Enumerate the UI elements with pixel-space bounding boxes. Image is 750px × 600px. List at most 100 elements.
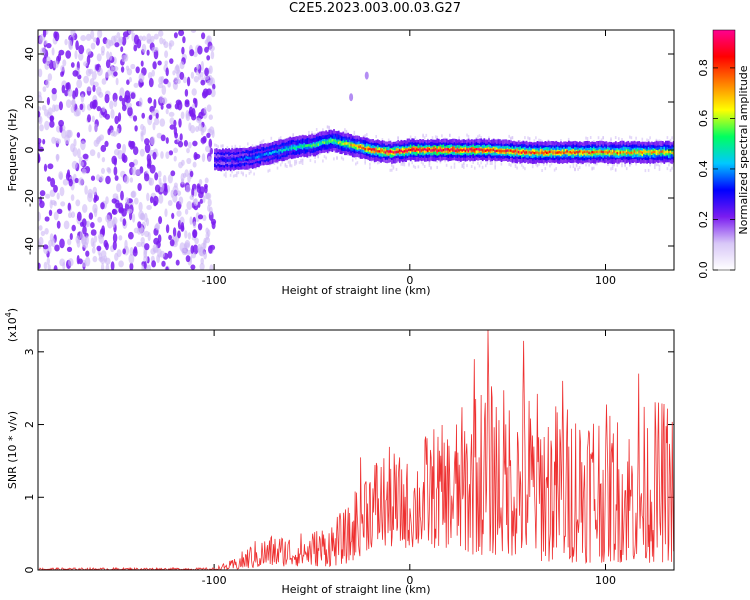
heatmap-noise-cell xyxy=(96,174,101,181)
heatmap-signal-cell xyxy=(247,156,249,159)
heatmap-signal-cell xyxy=(561,151,564,154)
heatmap-noise-cell xyxy=(101,157,106,163)
heatmap-signal-cell xyxy=(278,149,281,155)
heatmap-noise-cell xyxy=(38,115,43,125)
heatmap-signal-cell xyxy=(387,150,390,156)
heatmap-noise-cell xyxy=(210,50,215,60)
heatmap-halo-cell xyxy=(467,134,470,138)
heatmap-noise-cell xyxy=(75,235,81,244)
heatmap-noise-cell xyxy=(158,182,165,193)
heatmap-noise-cell xyxy=(134,125,138,132)
heatmap-noise-cell xyxy=(74,87,79,98)
heatmap-noise-cell xyxy=(146,217,149,227)
heatmap-signal-cell xyxy=(600,150,603,153)
heatmap-signal-cell xyxy=(500,150,503,153)
heatmap-noise-cell xyxy=(200,79,206,86)
heatmap-noise-cell xyxy=(114,175,119,181)
heatmap-halo-cell xyxy=(281,160,283,164)
heatmap-halo-cell xyxy=(614,136,617,139)
heatmap-signal-cell xyxy=(453,149,456,152)
heatmap-halo-cell xyxy=(226,146,229,150)
heatmap-signal-cell xyxy=(541,151,544,154)
heatmap-signal-cell xyxy=(455,149,457,152)
heatmap-signal-cell xyxy=(475,148,478,151)
heatmap-signal-cell xyxy=(355,144,357,150)
heatmap-halo-cell xyxy=(308,154,310,158)
heatmap-noise-cell xyxy=(102,106,106,113)
heatmap-halo-cell xyxy=(567,137,570,141)
heatmap-halo-cell xyxy=(409,135,412,139)
heatmap-noise-cell xyxy=(67,202,72,211)
heatmap-halo-cell xyxy=(289,160,291,164)
heatmap-halo-cell xyxy=(477,135,479,139)
heatmap-noise-cell xyxy=(167,250,173,259)
heatmap-halo-cell xyxy=(500,162,503,166)
heatmap-halo-cell xyxy=(240,171,243,175)
heatmap-noise-cell xyxy=(141,35,147,42)
heatmap-noise-cell xyxy=(58,49,65,56)
heatmap-signal-cell xyxy=(366,147,368,150)
heatmap-halo-cell xyxy=(461,165,464,168)
heatmap-halo-cell xyxy=(588,163,590,167)
heatmap-signal-cell xyxy=(494,150,497,153)
heatmap-signal-cell xyxy=(384,148,387,154)
heatmap-halo-cell xyxy=(239,145,241,149)
heatmap-halo-cell xyxy=(472,160,474,164)
heatmap-halo-cell xyxy=(400,162,402,166)
heatmap-noise-cell xyxy=(64,38,68,46)
heatmap-noise-cell xyxy=(48,209,53,216)
heatmap-noise-cell xyxy=(54,31,60,42)
heatmap-signal-cell xyxy=(386,150,389,156)
heatmap-signal-cell xyxy=(232,157,235,161)
heatmap-noise-cell xyxy=(172,227,177,237)
heatmap-halo-cell xyxy=(366,133,368,137)
heatmap-noise-cell xyxy=(128,77,132,83)
heatmap-noise-cell xyxy=(154,117,160,126)
heatmap-signal-cell xyxy=(431,149,434,152)
heatmap-noise-cell xyxy=(76,79,83,89)
heatmap-noise-cell xyxy=(87,114,91,123)
heatmap-signal-cell xyxy=(314,144,317,147)
heatmap-noise-cell xyxy=(182,76,187,84)
heatmap-halo-cell xyxy=(660,161,662,165)
heatmap-halo-cell xyxy=(375,135,377,138)
heatmap-noise-cell xyxy=(129,247,134,256)
heatmap-signal-cell xyxy=(234,158,237,162)
heatmap-noise-cell xyxy=(141,112,145,119)
heatmap-noise-cell xyxy=(198,179,203,185)
heatmap-noise-cell xyxy=(53,211,59,221)
heatmap-halo-cell xyxy=(516,166,518,170)
heatmap-signal-cell xyxy=(574,151,576,154)
heatmap-signal-cell xyxy=(456,148,459,151)
heatmap-signal-cell xyxy=(290,147,293,151)
heatmap-noise-cell xyxy=(185,255,191,263)
heatmap-noise-cell xyxy=(116,127,120,135)
heatmap-noise-cell xyxy=(197,223,203,231)
heatmap-signal-cell xyxy=(647,150,650,153)
heatmap-noise-cell xyxy=(84,185,88,195)
heatmap-signal-cell xyxy=(497,149,500,152)
heatmap-noise-cell xyxy=(203,74,210,80)
heatmap-signal-cell xyxy=(292,146,295,149)
heatmap-noise-cell xyxy=(133,82,139,88)
heatmap-noise-cell xyxy=(144,230,150,238)
heatmap-noise-cell xyxy=(47,176,51,182)
heatmap-signal-cell xyxy=(635,151,638,154)
heatmap-halo-cell xyxy=(672,162,674,166)
heatmap-signal-cell xyxy=(572,150,575,154)
heatmap-signal-cell xyxy=(268,152,271,155)
heatmap-noise-cell xyxy=(129,177,134,183)
heatmap-halo-cell xyxy=(300,158,302,162)
heatmap-noise-cell xyxy=(129,161,135,168)
heatmap-noise-cell xyxy=(56,208,63,214)
heatmap-signal-cell xyxy=(650,151,653,155)
heatmap-noise-cell xyxy=(160,104,164,110)
heatmap-noise-cell xyxy=(204,67,209,77)
heatmap-halo-cell xyxy=(270,136,273,140)
heatmap-noise-cell xyxy=(132,115,138,122)
heatmap-halo-cell xyxy=(278,137,280,141)
heatmap-noise-cell xyxy=(209,264,214,270)
heatmap-signal-cell xyxy=(588,151,591,154)
heatmap-noise-cell xyxy=(78,177,84,186)
